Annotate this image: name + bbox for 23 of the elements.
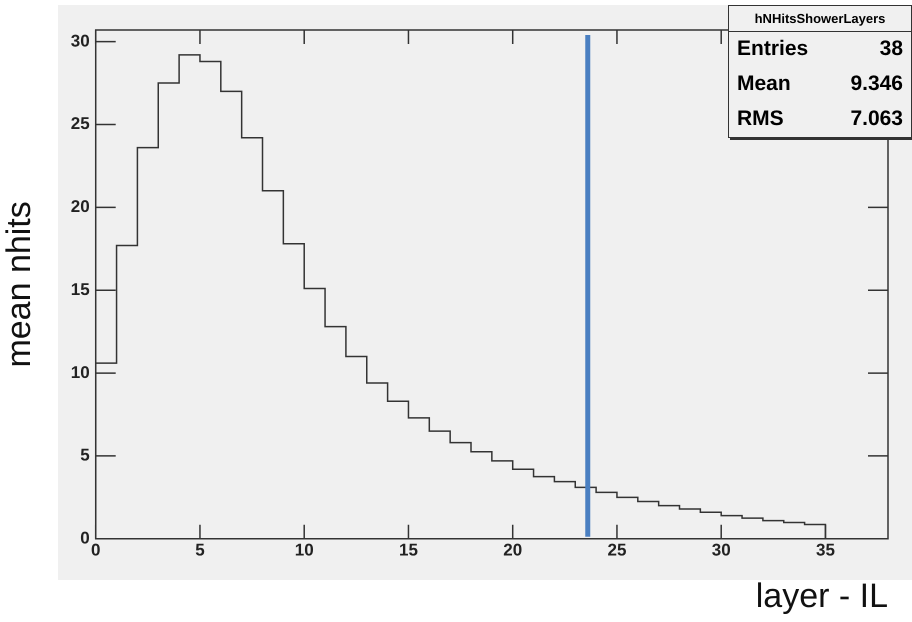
annotation: 38 xyxy=(880,37,903,61)
annotation: Entries xyxy=(737,37,808,61)
y-tick-label: 25 xyxy=(70,114,90,134)
y-tick-label: 10 xyxy=(70,362,90,382)
y-tick-label: 30 xyxy=(70,31,90,50)
x-tick-label: 30 xyxy=(712,540,731,560)
y-tick-label: 0 xyxy=(80,528,90,548)
annotation: 9.346 xyxy=(850,72,903,96)
x-tick-label: 10 xyxy=(294,540,314,560)
y-tick-label: 15 xyxy=(70,280,90,299)
x-tick-label: 35 xyxy=(816,540,835,560)
x-tick-label: 20 xyxy=(503,540,522,560)
y-tick-label: 5 xyxy=(80,446,90,465)
text: hNHitsShowerLayers xyxy=(729,6,911,32)
y-tick-label: 20 xyxy=(70,197,90,216)
y-axis-title: mean nhits xyxy=(0,201,38,368)
x-tick-label: 25 xyxy=(607,540,626,560)
annotation: Mean xyxy=(737,72,791,96)
annotation: RMS xyxy=(737,107,784,131)
x-axis-title: layer - IL xyxy=(756,576,888,615)
x-tick-label: 5 xyxy=(195,540,205,560)
annotation: 7.063 xyxy=(850,107,903,131)
x-tick-label: 15 xyxy=(398,540,418,560)
